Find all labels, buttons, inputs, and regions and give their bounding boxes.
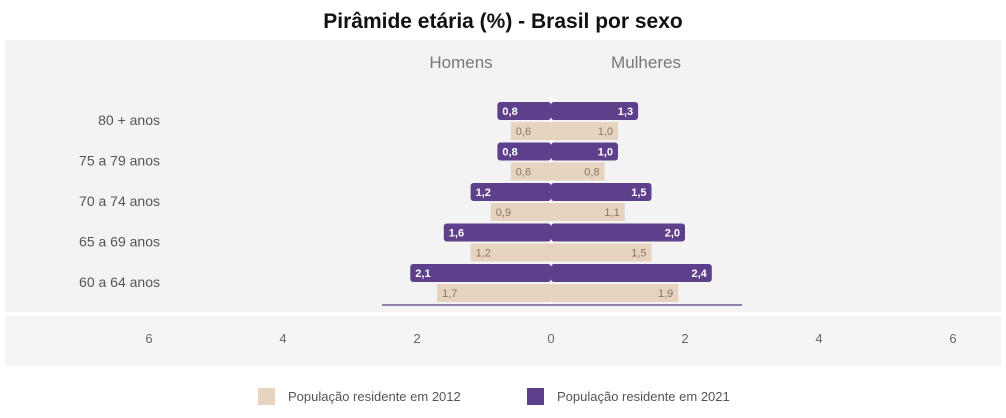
x-tick-label: 2 <box>413 331 420 346</box>
x-tick-labels: 6 4 2 0 2 4 6 <box>145 331 956 346</box>
x-tick-label: 4 <box>279 331 286 346</box>
x-tick-label: 4 <box>815 331 822 346</box>
bar-2021-mulheres <box>551 142 618 161</box>
bars-group: 0,8 1,3 0,6 1,0 0,8 1,0 0,6 0,8 1,2 1,5 0,9 1,1 1,6 2… <box>410 102 712 302</box>
data-label-2021-homens: 1,6 <box>449 228 464 240</box>
bar-2012-mulheres <box>551 122 618 140</box>
category-label: 80 + anos <box>98 112 160 128</box>
legend-label-2012: População residente em 2012 <box>288 389 461 404</box>
data-label-2012-homens: 1,7 <box>442 288 457 300</box>
bar-2012-homens <box>510 122 551 140</box>
data-label-2012-mulheres: 0,8 <box>584 167 599 179</box>
data-label-2021-homens: 0,8 <box>502 106 517 118</box>
data-label-2021-homens: 2,1 <box>415 268 430 280</box>
legend-swatch-2012 <box>258 388 275 405</box>
bar-2021-homens <box>443 223 551 242</box>
x-tick-label: 0 <box>547 331 554 346</box>
bar-2021-mulheres <box>551 264 712 282</box>
data-label-2021-mulheres: 2,0 <box>665 228 680 240</box>
data-label-2012-homens: 0,6 <box>516 167 531 179</box>
legend: População residente em 2012 População re… <box>258 388 730 405</box>
bar-2021-homens <box>410 264 551 282</box>
data-label-2012-homens: 0,6 <box>516 126 531 138</box>
data-label-2021-mulheres: 1,0 <box>598 147 613 159</box>
legend-swatch-2021 <box>527 388 544 405</box>
x-tick-label: 6 <box>145 331 152 346</box>
bar-2021-homens <box>497 102 551 120</box>
bar-2012-homens <box>470 243 551 262</box>
right-header-mulheres: Mulheres <box>611 53 681 72</box>
category-label: 75 a 79 anos <box>79 153 160 169</box>
axis-band <box>5 316 1001 366</box>
bar-2012-mulheres <box>551 162 605 181</box>
bar-2021-homens <box>497 142 551 161</box>
category-label: 60 a 64 anos <box>79 274 160 290</box>
data-label-2021-homens: 1,2 <box>476 187 491 199</box>
x-tick-label: 6 <box>949 331 956 346</box>
bar-2021-mulheres <box>551 223 685 242</box>
data-label-2021-mulheres: 1,5 <box>631 187 646 199</box>
data-label-2012-mulheres: 1,1 <box>604 207 619 219</box>
x-tick-label: 2 <box>681 331 688 346</box>
data-label-2012-mulheres: 1,5 <box>631 248 646 260</box>
bar-2012-mulheres <box>551 203 625 221</box>
bar-2021-mulheres <box>551 102 639 120</box>
data-label-2012-mulheres: 1,0 <box>598 126 613 138</box>
bar-2012-homens <box>437 284 551 302</box>
data-label-2021-homens: 0,8 <box>502 147 517 159</box>
chart-title: Pirâmide etária (%) - Brasil por sexo <box>323 10 682 33</box>
data-label-2021-mulheres: 1,3 <box>618 106 633 118</box>
data-label-2012-mulheres: 1,9 <box>658 288 673 300</box>
category-label: 65 a 69 anos <box>79 234 160 250</box>
bar-2012-homens <box>510 162 551 181</box>
left-header-homens: Homens <box>429 53 492 72</box>
category-label: 70 a 74 anos <box>79 193 160 209</box>
bar-2012-homens <box>490 203 551 221</box>
bar-2021-mulheres <box>551 183 652 201</box>
data-label-2012-homens: 1,2 <box>476 248 491 260</box>
data-label-2021-mulheres: 2,4 <box>692 268 708 280</box>
data-label-2012-homens: 0,9 <box>496 207 511 219</box>
legend-label-2021: População residente em 2021 <box>557 389 730 404</box>
bar-2012-mulheres <box>551 243 652 262</box>
bar-2021-homens <box>470 183 551 201</box>
bar-2012-mulheres <box>551 284 679 302</box>
category-labels: 80 + anos 75 a 79 anos 70 a 74 anos 65 a 69… <box>79 112 160 290</box>
